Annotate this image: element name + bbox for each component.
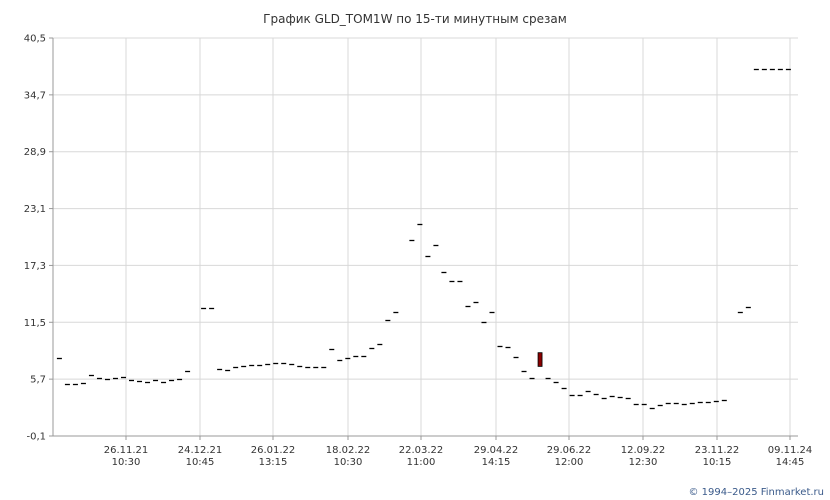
x-tick-date: 26.01.22 <box>251 445 296 456</box>
x-tick-time: 10:15 <box>703 457 732 468</box>
x-tick-date: 09.11.24 <box>768 445 813 456</box>
x-tick-date: 23.11.22 <box>695 445 740 456</box>
y-tick-label: 23,1 <box>24 204 46 215</box>
copyright-footer[interactable]: © 1994–2025 Finmarket.ru <box>688 487 824 498</box>
y-tick-labels: 40,5 34,7 28,9 23,1 17,3 11,5 5,7 -0,1 <box>24 34 46 443</box>
x-tick-date: 29.06.22 <box>547 445 592 456</box>
x-tick-time: 12:30 <box>629 457 658 468</box>
x-tick-time: 11:00 <box>407 457 436 468</box>
x-tick-time: 10:30 <box>334 457 363 468</box>
x-tick-date: 29.04.22 <box>474 445 519 456</box>
chart-title: График GLD_TOM1W по 15-ти минутным среза… <box>263 12 567 26</box>
x-tick-labels: 26.11.2110:3024.12.2110:4526.01.2213:151… <box>104 445 813 468</box>
x-tick-time: 12:00 <box>555 457 584 468</box>
y-tick-label: 5,7 <box>30 375 46 386</box>
x-tick-time: 10:30 <box>112 457 141 468</box>
x-tick-time: 13:15 <box>259 457 288 468</box>
y-tick-label: 17,3 <box>24 261 46 272</box>
x-tick-date: 24.12.21 <box>178 445 223 456</box>
y-tick-label: 40,5 <box>24 34 46 45</box>
price-candle <box>537 352 543 367</box>
x-tick-time: 10:45 <box>186 457 215 468</box>
x-tick-date: 12.09.22 <box>621 445 666 456</box>
x-tick-date: 26.11.21 <box>104 445 149 456</box>
x-tick-date: 18.02.22 <box>326 445 371 456</box>
y-tick-label: 11,5 <box>24 318 46 329</box>
x-tick-time: 14:15 <box>482 457 511 468</box>
x-tick-date: 22.03.22 <box>399 445 444 456</box>
y-tick-label: -0,1 <box>26 432 46 443</box>
x-tick-time: 14:45 <box>776 457 805 468</box>
price-marks <box>56 68 791 410</box>
grid <box>53 37 798 437</box>
y-tick-label: 28,9 <box>24 147 46 158</box>
axes <box>49 37 798 440</box>
y-tick-label: 34,7 <box>24 90 46 101</box>
